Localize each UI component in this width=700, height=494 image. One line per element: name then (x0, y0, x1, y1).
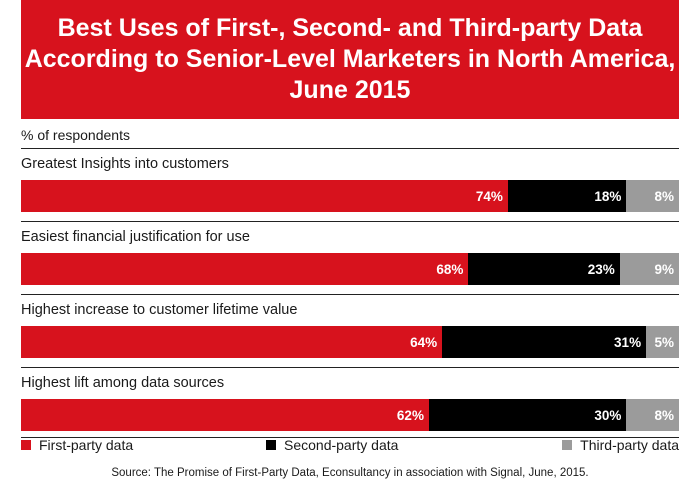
legend-swatch-third-party (562, 440, 573, 450)
legend-item-second-party: Second-party data (266, 437, 398, 453)
legend-item-third-party: Third-party data (562, 437, 679, 453)
bar-segment-third-party: 5% (646, 326, 679, 358)
bar-segment-first-party: 64% (21, 326, 443, 358)
bar-segment-second-party: 31% (442, 326, 647, 358)
bar-segment-second-party: 30% (428, 399, 627, 431)
chart-subtitle: % of respondents (21, 127, 130, 143)
legend-label-second-party: Second-party data (284, 437, 399, 453)
category-label: Highest lift among data sources (21, 375, 225, 391)
stacked-bar: 68% 23% 9% (21, 253, 679, 285)
bottom-divider (21, 437, 679, 438)
legend-swatch-first-party (21, 440, 31, 450)
chart-title-line-3: June 2015 (289, 76, 411, 104)
source-note: Source: The Promise of First-Party Data,… (111, 467, 589, 479)
bar-segment-third-party: 8% (626, 399, 679, 431)
bar-segment-third-party: 8% (626, 180, 679, 212)
legend-label-third-party: Third-party data (580, 437, 679, 453)
stacked-bar: 74% 18% 8% (21, 180, 679, 212)
row-divider (21, 294, 679, 295)
chart-legend: First-party data Second-party data Third… (21, 437, 679, 455)
category-label: Greatest Insights into customers (21, 156, 229, 172)
chart-title-line-1: Best Uses of First-, Second- and Third-p… (57, 14, 643, 42)
legend-label-first-party: First-party data (39, 437, 134, 453)
row-divider (21, 148, 679, 149)
category-label: Highest increase to customer lifetime va… (21, 302, 298, 318)
chart-title-line-2: According to Senior-Level Marketers in N… (24, 45, 676, 73)
category-label: Easiest financial justification for use (21, 229, 250, 245)
legend-swatch-second-party (266, 440, 276, 450)
bar-segment-first-party: 68% (21, 253, 469, 285)
bar-segment-second-party: 18% (507, 180, 627, 212)
bar-segment-second-party: 23% (468, 253, 620, 285)
bar-segment-third-party: 9% (619, 253, 679, 285)
chart-title: Best Uses of First-, Second- and Third-p… (21, 0, 679, 119)
row-divider (21, 221, 679, 222)
stacked-bar: 62% 30% 8% (21, 399, 679, 431)
bar-segment-first-party: 74% (21, 180, 508, 212)
row-divider (21, 367, 679, 368)
stacked-bar: 64% 31% 5% (21, 326, 679, 358)
bar-segment-first-party: 62% (21, 399, 429, 431)
legend-item-first-party: First-party data (21, 437, 133, 453)
